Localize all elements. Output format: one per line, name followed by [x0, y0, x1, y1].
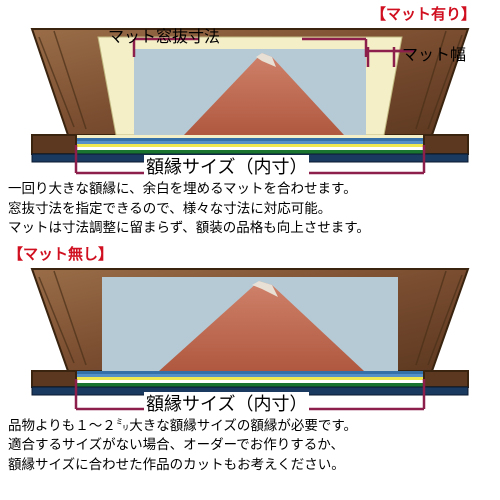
label-frame-size-2: 額縁サイズ（内寸）: [144, 392, 309, 417]
desc1-line3: マットは寸法調整に留まらず、額装の品格も向上させます。: [8, 218, 492, 238]
desc2-line3: 額縁サイズに合わせた作品のカットもお考えください。: [8, 455, 492, 475]
diagram-with-mat: マット窓抜寸法 マット幅 額縁サイズ（内寸）: [4, 27, 496, 175]
desc1-line1: 一回り大きな額縁に、余白を埋めるマットを合わせます。: [8, 179, 492, 199]
section1-description: 一回り大きな額縁に、余白を埋めるマットを合わせます。 窓抜寸法を指定できるので、…: [4, 177, 496, 240]
desc1-line2: 窓抜寸法を指定できるので、様々な寸法に対応可能。: [8, 199, 492, 219]
diagram-without-mat: 額縁サイズ（内寸）: [4, 267, 496, 412]
label-frame-size-1: 額縁サイズ（内寸）: [144, 155, 309, 180]
label-mat-width: マット幅: [402, 45, 466, 67]
frame-cross-section-2: [4, 267, 496, 412]
section2-title: 【マット無し】: [4, 244, 496, 265]
label-window-size: マット窓抜寸法: [108, 27, 220, 49]
desc2-line1: 品物よりも１～２㍉大きな額縁サイズの額縁が必要です。: [8, 416, 492, 436]
desc2-line2: 適合するサイズがない場合、オーダーでお作りするか、: [8, 435, 492, 455]
section2-description: 品物よりも１～２㍉大きな額縁サイズの額縁が必要です。 適合するサイズがない場合、…: [4, 414, 496, 477]
section1-title: 【マット有り】: [4, 4, 496, 25]
